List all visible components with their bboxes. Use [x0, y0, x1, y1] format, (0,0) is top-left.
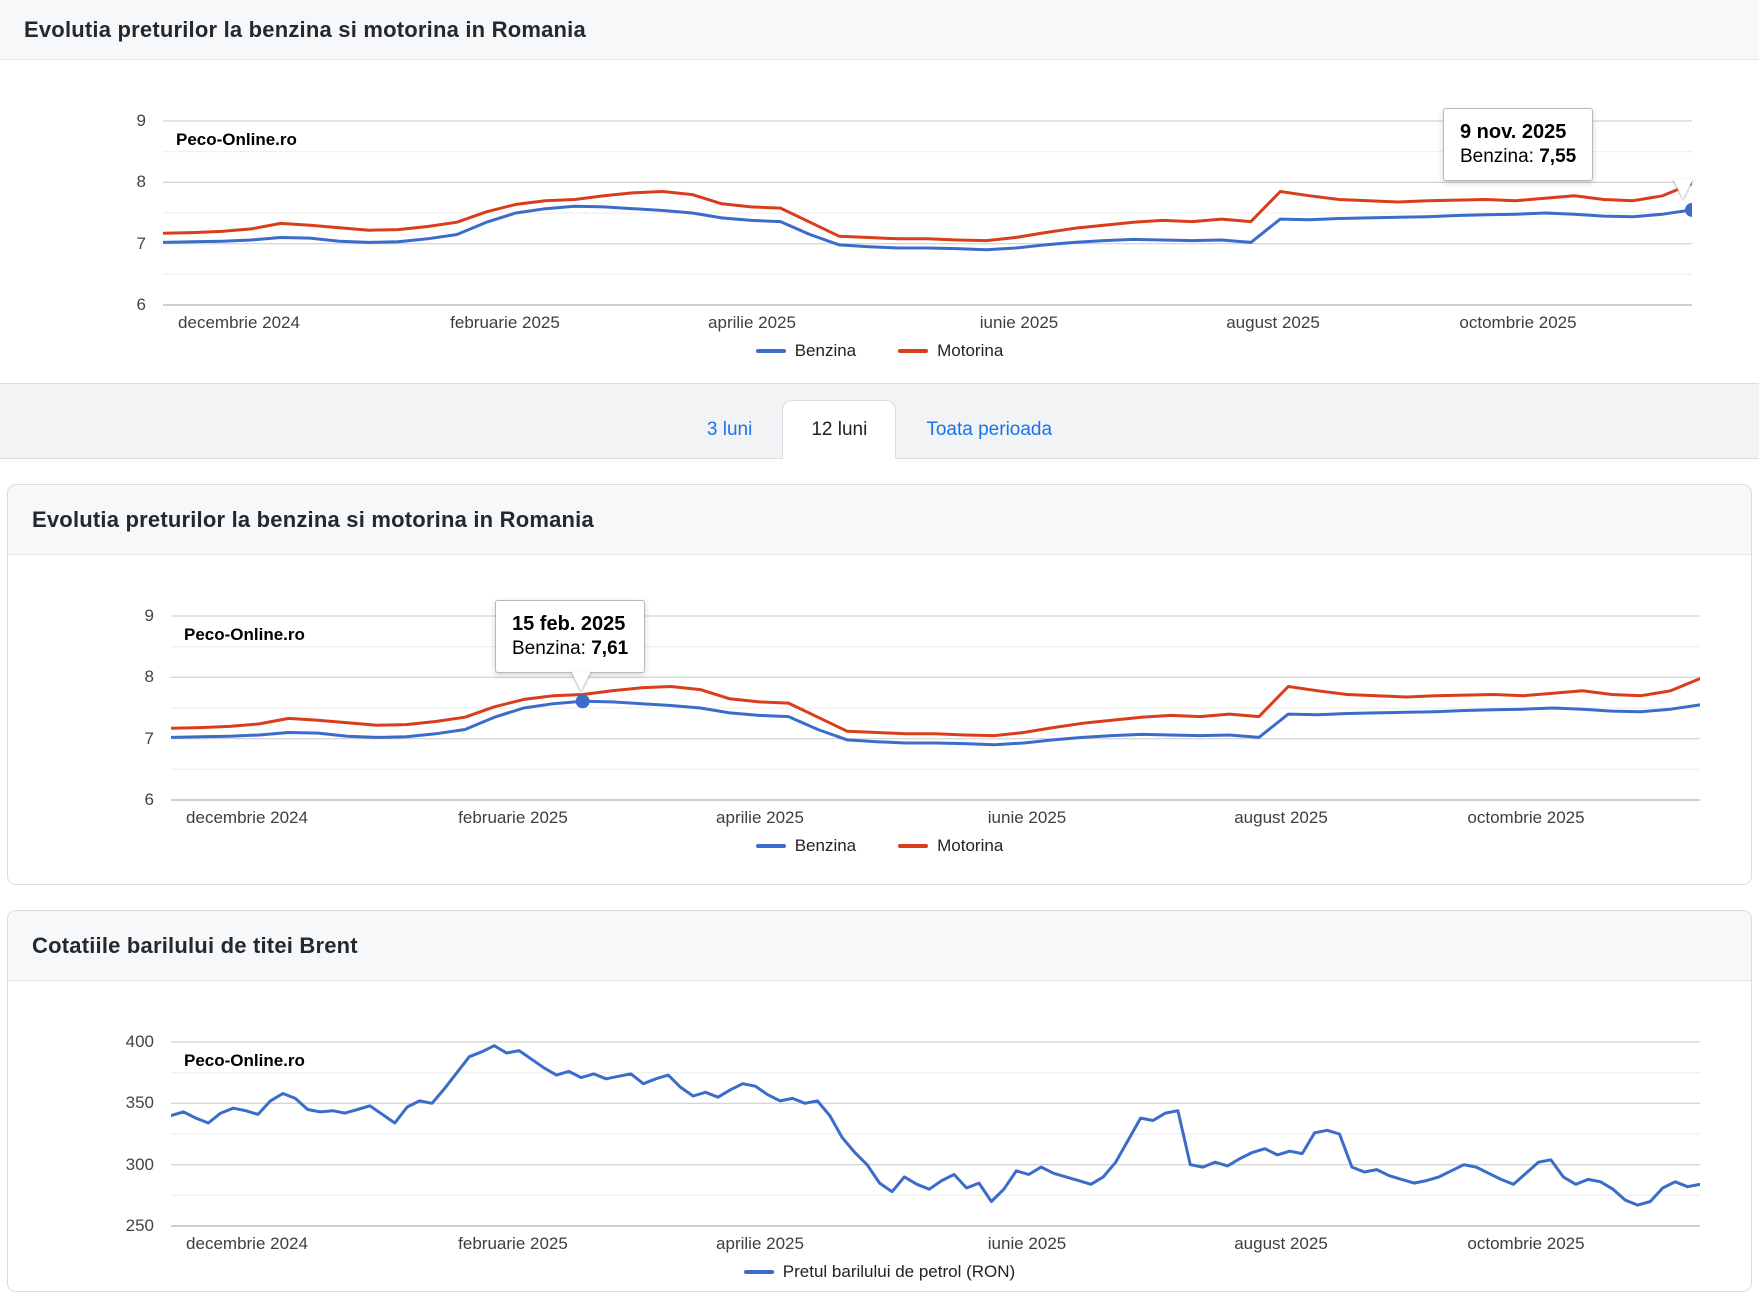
legend-line-swatch-icon	[898, 844, 929, 848]
chart-tooltip: 15 feb. 2025 Benzina: 7,61	[495, 600, 646, 673]
legend-line-swatch-icon	[898, 349, 929, 353]
chart-plot-area[interactable]	[163, 106, 1692, 321]
x-axis-tick-label: decembrie 2024	[186, 808, 308, 827]
x-axis-tick-label: august 2025	[1234, 808, 1328, 827]
x-axis-tick-label: februarie 2025	[458, 1234, 568, 1253]
fuel-price-chart-12-luni[interactable]: 9 8 7 6 decembrie 2024 februarie 2025 aprilie …	[0, 60, 1759, 383]
benzina-line	[163, 204, 1692, 252]
tab-toata-perioada[interactable]: Toata perioada	[926, 419, 1053, 440]
tooltip-date: 9 nov. 2025	[1460, 121, 1567, 143]
tab-12-luni[interactable]: 12 luni	[782, 400, 897, 459]
x-axis-tick-label: decembrie 2024	[178, 313, 300, 332]
legend-item: Motorina	[898, 836, 1003, 856]
fuel-price-chart-selected[interactable]: 9 8 7 6 decembrie 2024 februarie 2025 aprilie …	[8, 555, 1751, 884]
fuel-chart-card-bottom: Evolutia preturilor la benzina si motori…	[7, 484, 1752, 885]
x-axis-tick-label: august 2025	[1226, 313, 1320, 332]
chart-legend: Benzina Motorina	[8, 836, 1751, 856]
y-axis-tick-label: 9	[136, 111, 146, 130]
x-axis-tick-label: octombrie 2025	[1467, 1234, 1585, 1253]
selected-point-marker[interactable]	[575, 694, 590, 709]
fuel-chart-bottom-header: Evolutia preturilor la benzina si motori…	[8, 485, 1751, 555]
legend-label: Pretul barilului de petrol (RON)	[782, 1262, 1016, 1281]
y-axis-tick-label: 7	[144, 729, 154, 748]
y-axis-tick-label: 250	[125, 1216, 154, 1235]
period-tab-bar: 3 luni 12 luni Toata perioada	[0, 384, 1759, 459]
chart-plot-area[interactable]	[171, 601, 1700, 816]
x-axis-tick-label: februarie 2025	[458, 808, 568, 827]
x-axis-tick-label: aprilie 2025	[708, 313, 796, 332]
x-axis-tick-label: aprilie 2025	[716, 808, 804, 827]
legend-item: Benzina	[755, 836, 857, 856]
benzina-line	[171, 699, 1700, 747]
spacer	[0, 885, 1759, 910]
x-axis-tick-label: august 2025	[1234, 1234, 1328, 1253]
brent-chart-header: Cotatiile barilului de titei Brent	[8, 911, 1751, 981]
legend-line-swatch-icon	[755, 844, 786, 848]
brent-chart-title: Cotatiile barilului de titei Brent	[32, 932, 358, 958]
y-axis-tick-label: 8	[144, 667, 154, 686]
x-axis-tick-label: decembrie 2024	[186, 1234, 308, 1253]
fuel-chart-top-title: Evolutia preturilor la benzina si motori…	[24, 16, 586, 42]
chart-legend: Pretul barilului de petrol (RON)	[8, 1262, 1751, 1282]
legend-label: Benzina	[794, 341, 857, 360]
legend-line-swatch-icon	[755, 349, 786, 353]
fuel-chart-top-header: Evolutia preturilor la benzina si motori…	[0, 0, 1759, 60]
y-axis-tick-label: 300	[125, 1155, 154, 1174]
brent-chart-card: Cotatiile barilului de titei Brent 400 35…	[7, 910, 1752, 1292]
legend-label: Benzina	[794, 836, 857, 855]
spacer	[0, 459, 1759, 484]
brent-price-chart[interactable]: 400 350 300 250 decembrie 2024 februarie 2025…	[8, 981, 1751, 1291]
tooltip-date: 15 feb. 2025	[512, 613, 626, 635]
motorina-line	[163, 182, 1692, 243]
peco-online-watermark: Peco-Online.ro	[176, 130, 297, 149]
legend-label: Motorina	[937, 341, 1004, 360]
legend-line-swatch-icon	[743, 1270, 774, 1274]
y-axis-tick-label: 9	[144, 606, 154, 625]
y-axis-tick-label: 7	[136, 234, 146, 253]
x-axis-tick-label: aprilie 2025	[716, 1234, 804, 1253]
x-axis-tick-label: octombrie 2025	[1467, 808, 1585, 827]
legend-item: Benzina	[755, 341, 857, 361]
tab-3-luni[interactable]: 3 luni	[706, 419, 753, 440]
tooltip-pointer	[1673, 179, 1693, 199]
tooltip-pointer	[571, 671, 591, 691]
x-axis-tick-label: iunie 2025	[979, 313, 1059, 332]
x-axis-tick-label: iunie 2025	[987, 1234, 1067, 1253]
y-axis-tick-label: 6	[136, 295, 146, 314]
peco-online-watermark: Peco-Online.ro	[184, 625, 305, 644]
y-axis-tick-label: 400	[125, 1032, 154, 1051]
motorina-line	[171, 677, 1700, 738]
pretul-barilului-de-petrol-ron--line	[171, 1044, 1700, 1207]
chart-legend: Benzina Motorina	[0, 341, 1759, 361]
y-axis-tick-label: 6	[144, 790, 154, 809]
peco-online-watermark: Peco-Online.ro	[184, 1051, 305, 1070]
y-axis-tick-label: 350	[125, 1093, 154, 1112]
selected-point-marker[interactable]	[1685, 202, 1692, 217]
chart-plot-area[interactable]	[171, 1027, 1700, 1242]
legend-item: Pretul barilului de petrol (RON)	[743, 1262, 1016, 1282]
x-axis-tick-label: octombrie 2025	[1459, 313, 1577, 332]
x-axis-tick-label: februarie 2025	[450, 313, 560, 332]
y-axis-tick-label: 8	[136, 172, 146, 191]
x-axis-tick-label: iunie 2025	[987, 808, 1067, 827]
fuel-chart-bottom-title: Evolutia preturilor la benzina si motori…	[32, 506, 594, 532]
legend-item: Motorina	[898, 341, 1003, 361]
legend-label: Motorina	[937, 836, 1004, 855]
fuel-chart-card-top: Evolutia preturilor la benzina si motori…	[0, 0, 1759, 384]
chart-tooltip: 9 nov. 2025 Benzina: 7,55	[1443, 108, 1594, 181]
tooltip-value: Benzina: 7,61	[512, 638, 629, 659]
tooltip-value: Benzina: 7,55	[1460, 146, 1577, 167]
